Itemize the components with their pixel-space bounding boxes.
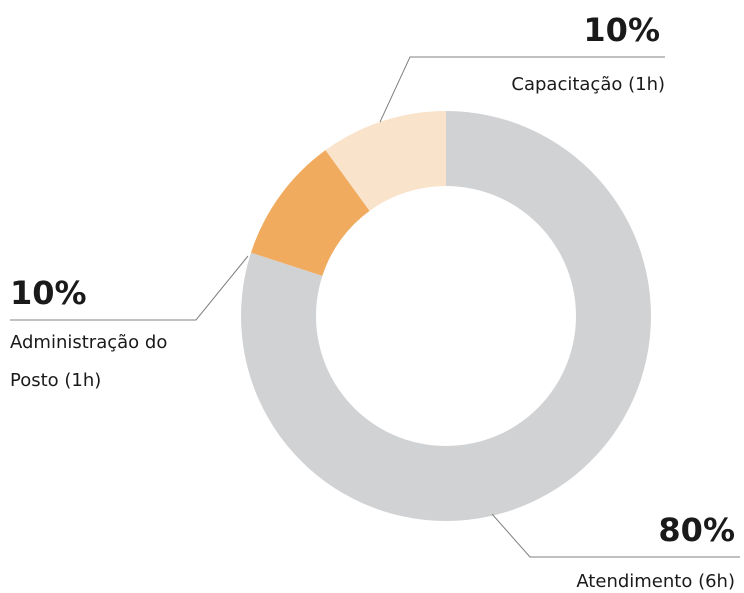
donut-slice: [251, 150, 370, 276]
category-label: Administração do Posto (1h): [10, 332, 168, 391]
leader-line: [379, 56, 665, 123]
value-label: 10%: [583, 11, 660, 49]
leader-line: [10, 255, 249, 321]
category-label: Capacitação (1h): [511, 74, 665, 95]
category-label: Atendimento (6h): [576, 571, 735, 592]
value-label: 80%: [658, 511, 735, 549]
leader-line: [491, 513, 740, 558]
donut-slice: [241, 111, 652, 521]
value-label: 10%: [10, 274, 87, 312]
donut-slice: [325, 111, 446, 211]
